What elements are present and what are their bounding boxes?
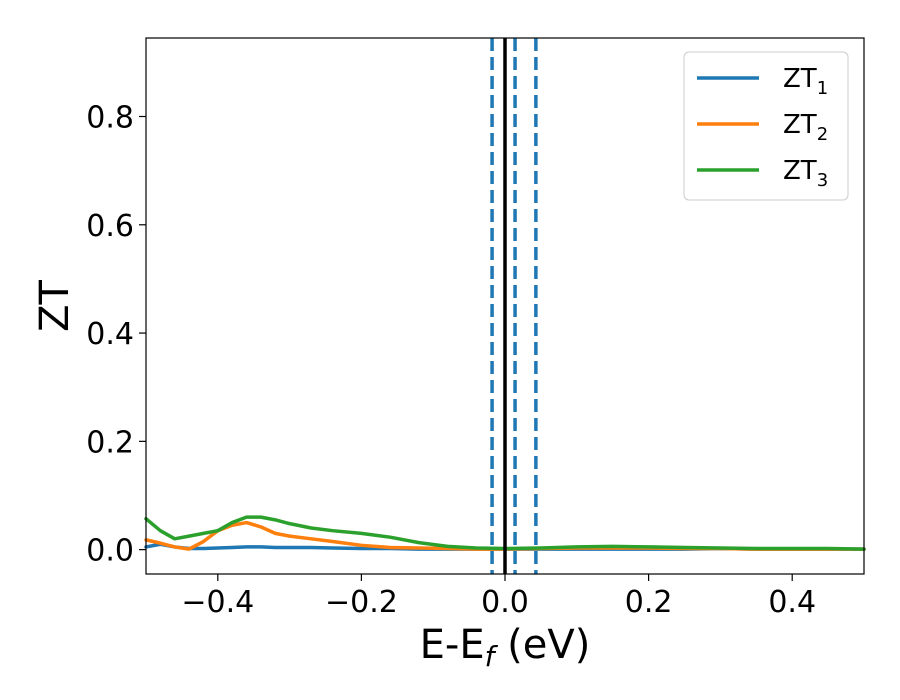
- x-axis-ticks: −0.4 −0.2 0.0 0.2 0.4: [181, 574, 816, 620]
- legend-box: [683, 51, 849, 201]
- legend: ZT1 ZT2 ZT3: [683, 51, 849, 201]
- x-tick-label: 0.4: [768, 585, 816, 620]
- y-tick-label: 0.4: [86, 317, 134, 352]
- vertical-lines-layer: [490, 38, 538, 574]
- legend-label-zt3: ZT3: [783, 156, 828, 191]
- x-tick-label: 0.0: [481, 585, 529, 620]
- x-axis-title: E-Ef (eV): [420, 622, 591, 673]
- x-axis-title-unit: (eV): [494, 622, 590, 668]
- legend-entries: ZT1 ZT2 ZT3: [697, 64, 828, 191]
- series-layer: [144, 515, 866, 551]
- series-line-zt3: [144, 515, 866, 551]
- y-tick-label: 0.2: [86, 425, 134, 460]
- legend-label-zt1: ZT1: [783, 64, 828, 99]
- legend-label-zt2: ZT2: [783, 110, 828, 145]
- y-axis-ticks: 0.0 0.2 0.4 0.6 0.8: [86, 101, 146, 569]
- x-tick-label: −0.4: [181, 585, 254, 620]
- x-tick-label: −0.2: [325, 585, 398, 620]
- y-tick-label: 0.8: [86, 101, 134, 136]
- x-tick-label: 0.2: [625, 585, 673, 620]
- y-tick-label: 0.6: [86, 209, 134, 244]
- y-axis-title: ZT: [32, 280, 78, 332]
- y-tick-label: 0.0: [86, 534, 134, 569]
